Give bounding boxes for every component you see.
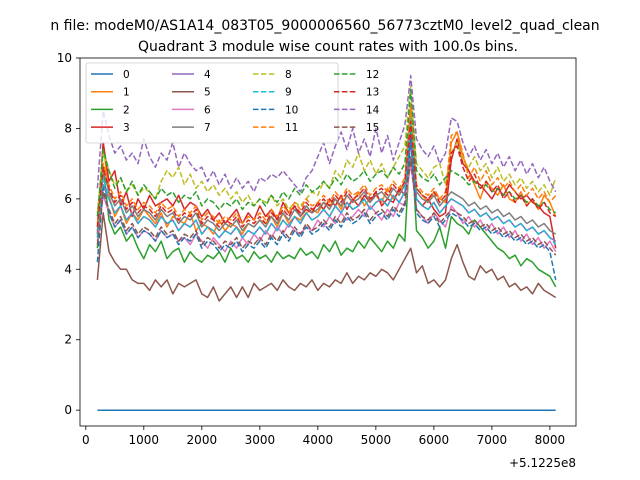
- series-line-14: [96, 74, 557, 193]
- legend-label-11: 11: [285, 122, 298, 134]
- x-tick-label: 2000: [187, 433, 218, 447]
- series-line-10: [96, 138, 557, 281]
- legend-label-9: 9: [285, 87, 292, 99]
- legend-label-15: 15: [366, 122, 379, 134]
- legend-label-1: 1: [123, 87, 130, 99]
- x-tick-label: 5000: [361, 433, 392, 447]
- x-offset-label: +5.1225e8: [509, 456, 576, 470]
- legend-label-13: 13: [366, 87, 379, 99]
- series-line-5: [96, 212, 557, 302]
- plot-frame: [79, 57, 577, 427]
- chart-title: Quadrant 3 module wise count rates with …: [138, 39, 518, 55]
- x-tick-label: 7000: [477, 433, 508, 447]
- series-line-7: [96, 155, 557, 235]
- y-tick-label: 10: [57, 51, 72, 65]
- chart-suptitle: n file: modeM0/AS1A14_083T05_9000006560_…: [50, 18, 599, 34]
- series-line-12: [96, 88, 557, 217]
- series-line-2: [96, 131, 557, 288]
- x-tick-label: 6000: [419, 433, 450, 447]
- legend-label-12: 12: [366, 69, 379, 81]
- y-tick-label: 8: [64, 121, 72, 135]
- y-tick-label: 0: [64, 403, 72, 417]
- x-tick-label: 1000: [129, 433, 160, 447]
- x-tick-label: 8000: [535, 433, 566, 447]
- legend-box: [85, 62, 339, 144]
- x-tick-label: 0: [82, 433, 90, 447]
- series-line-15: [96, 159, 557, 256]
- series-line-13: [96, 120, 557, 228]
- legend-label-5: 5: [204, 87, 211, 99]
- legend-label-0: 0: [123, 69, 130, 81]
- series-line-8: [96, 85, 557, 213]
- legend-label-7: 7: [204, 122, 211, 134]
- y-tick-label: 4: [64, 262, 72, 276]
- x-tick-label: 4000: [303, 433, 334, 447]
- x-axis: 0 1000 2000 3000 4000 5000 6000 7000 8000: [82, 426, 565, 447]
- y-axis: 0 2 4 6 8 10: [57, 51, 80, 417]
- series-line-11: [96, 103, 557, 225]
- legend-label-3: 3: [123, 122, 130, 134]
- y-tick-label: 2: [64, 333, 72, 347]
- legend-label-6: 6: [204, 104, 211, 116]
- legend-label-2: 2: [123, 104, 130, 116]
- y-tick-label: 6: [64, 192, 72, 206]
- legend-label-4: 4: [204, 69, 211, 81]
- legend-label-14: 14: [366, 104, 380, 116]
- series-line-9: [96, 117, 557, 246]
- series-layer: [96, 74, 557, 411]
- legend-label-10: 10: [285, 104, 298, 116]
- legend-label-8: 8: [285, 69, 292, 81]
- x-tick-label: 3000: [245, 433, 276, 447]
